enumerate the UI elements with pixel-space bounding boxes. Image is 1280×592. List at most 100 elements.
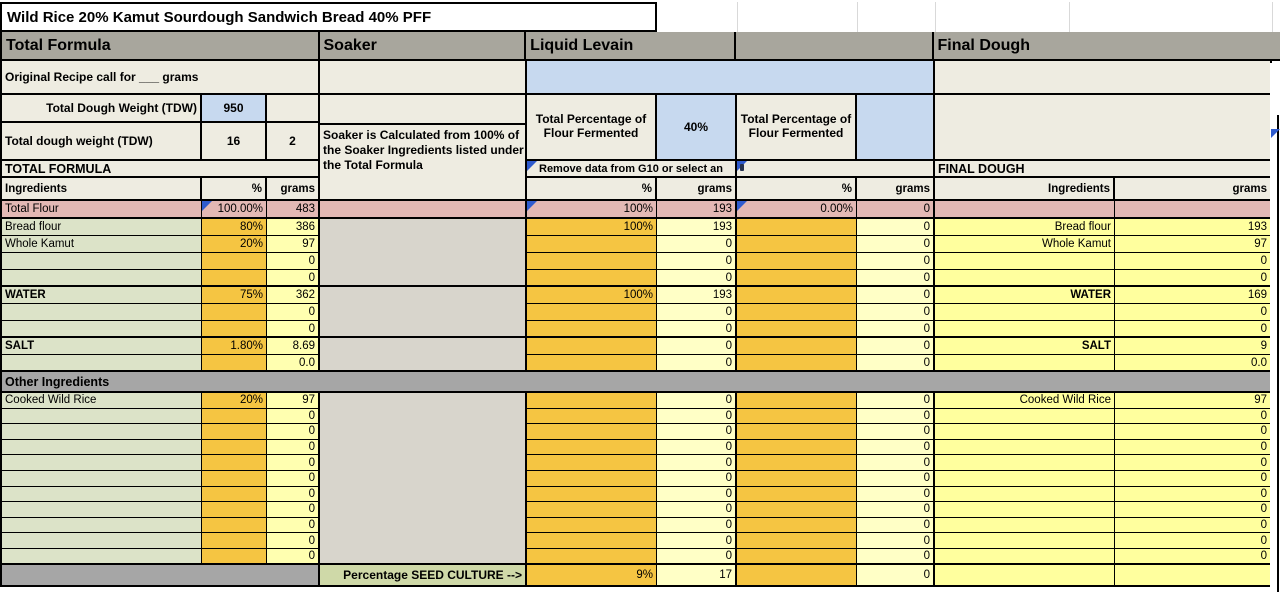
cell-fd-ingredient[interactable]	[935, 253, 1115, 270]
cell-levain2-pct[interactable]	[737, 355, 857, 372]
column-header-grams[interactable]: grams	[657, 178, 737, 201]
levain-blue-band[interactable]	[527, 61, 935, 95]
cell-levain2-pct[interactable]	[737, 439, 857, 456]
cell-levain-grams[interactable]: 0	[657, 455, 737, 471]
cell-fd-grams[interactable]: 0	[1115, 304, 1272, 321]
cell-levain-pct[interactable]	[527, 470, 657, 487]
cell-levain2-grams[interactable]: 0	[857, 517, 935, 534]
cell-fd-ingredient[interactable]	[935, 517, 1115, 534]
levain-note-cell[interactable]: Remove data from G10 or select an	[527, 161, 737, 178]
cell-fd-ingredient[interactable]	[935, 470, 1115, 487]
cell-soaker[interactable]	[320, 502, 527, 518]
cell-fd-ingredient[interactable]	[935, 355, 1115, 372]
cell-soaker[interactable]	[320, 486, 527, 503]
cell-levain2-pct[interactable]	[737, 287, 857, 304]
cell-soaker[interactable]	[320, 304, 527, 321]
final-dough-blank-cell[interactable]	[935, 95, 1272, 161]
cell-levain2-grams[interactable]: 0	[857, 270, 935, 287]
pff-value-cell[interactable]: 40%	[657, 95, 737, 161]
cell-grams[interactable]: 0	[267, 470, 320, 487]
cell-levain2-pct[interactable]	[737, 502, 857, 518]
section-header-liquid-levain[interactable]: Liquid Levain	[526, 32, 736, 61]
cell-ingredient[interactable]: Bread flour	[2, 219, 202, 236]
cell-pct[interactable]: 20%	[202, 393, 267, 409]
pff-label-cell[interactable]: Total Percentage of Flour Fermented	[737, 95, 857, 161]
cell-fd-ingredient[interactable]	[935, 321, 1115, 338]
cell-fd-grams[interactable]: 0	[1115, 424, 1272, 440]
cell-ingredient[interactable]	[2, 408, 202, 425]
cell-pct[interactable]: 100.00%	[202, 201, 267, 219]
soaker-blank-cell[interactable]	[320, 61, 527, 95]
cell-fd-ingredient[interactable]: Bread flour	[935, 219, 1115, 236]
cell-soaker[interactable]	[320, 517, 527, 534]
cell-levain2-grams[interactable]: 0	[857, 470, 935, 487]
cell-levain2-pct[interactable]	[737, 424, 857, 440]
cell-grams[interactable]: 0	[267, 455, 320, 471]
cell-levain-pct[interactable]	[527, 338, 657, 355]
cell-pct[interactable]	[202, 517, 267, 534]
cell-levain-grams[interactable]: 0	[657, 236, 737, 253]
section-header-total-formula[interactable]: Total Formula	[2, 32, 320, 61]
cell-pct[interactable]	[202, 502, 267, 518]
cell-fd-grams[interactable]: 0	[1115, 502, 1272, 518]
cell-fd-grams[interactable]: 0	[1115, 270, 1272, 287]
cell-ingredient[interactable]	[2, 253, 202, 270]
cell-fd-ingredient[interactable]	[935, 424, 1115, 440]
cell-pct[interactable]	[202, 253, 267, 270]
column-header-pct[interactable]: %	[737, 178, 857, 201]
cell-fd-grams[interactable]: 169	[1115, 287, 1272, 304]
cell-levain2-grams[interactable]: 0	[857, 486, 935, 503]
cell-grams[interactable]: 0	[267, 486, 320, 503]
cell-ingredient[interactable]	[2, 486, 202, 503]
cell-ingredient[interactable]: SALT	[2, 338, 202, 355]
column-header-grams[interactable]: grams	[267, 178, 320, 201]
cell-levain-pct[interactable]	[527, 236, 657, 253]
cell-soaker[interactable]	[320, 439, 527, 456]
cell-grams[interactable]: 362	[267, 287, 320, 304]
cell-levain2-grams[interactable]: 0	[857, 408, 935, 425]
column-header-grams[interactable]: grams	[1115, 178, 1272, 201]
cell-fd-grams[interactable]: 0	[1115, 486, 1272, 503]
cell-grams[interactable]: 386	[267, 219, 320, 236]
cell-soaker[interactable]	[320, 393, 527, 409]
cell-levain2-grams[interactable]: 0	[857, 236, 935, 253]
cell-fd-ingredient[interactable]	[935, 502, 1115, 518]
cell-levain-grams[interactable]: 0	[657, 321, 737, 338]
soaker-blank-cell[interactable]	[320, 95, 527, 125]
cell-fd-grams[interactable]: 193	[1115, 219, 1272, 236]
cell-fd-grams[interactable]: 0	[1115, 253, 1272, 270]
cell-levain-grams[interactable]: 0	[657, 408, 737, 425]
cell-levain2-pct[interactable]	[737, 393, 857, 409]
cell-levain2-pct[interactable]	[737, 338, 857, 355]
cell-levain2-grams[interactable]: 0	[857, 439, 935, 456]
cell-levain2-pct[interactable]	[737, 455, 857, 471]
cell-soaker[interactable]	[320, 470, 527, 487]
cell-levain2-grams[interactable]: 0	[857, 393, 935, 409]
cell-levain2-pct[interactable]	[737, 470, 857, 487]
cell-fd-grams[interactable]: 9	[1115, 338, 1272, 355]
cell-levain-grams[interactable]: 0	[657, 517, 737, 534]
cell-levain2-grams[interactable]: 0	[857, 424, 935, 440]
cell-pct[interactable]: 80%	[202, 219, 267, 236]
cell-levain-grams[interactable]: 193	[657, 201, 737, 219]
cell-fd-grams[interactable]	[1115, 201, 1272, 219]
cell-levain-grams[interactable]: 0	[657, 486, 737, 503]
cell-fd-ingredient[interactable]	[935, 408, 1115, 425]
cell-grams[interactable]: 0	[267, 253, 320, 270]
cell-levain2-grams[interactable]: 0	[857, 253, 935, 270]
recipe-title-cell[interactable]: Wild Rice 20% Kamut Sourdough Sandwich B…	[2, 2, 657, 32]
column-header-pct[interactable]: %	[202, 178, 267, 201]
cell-pct[interactable]: 75%	[202, 287, 267, 304]
other-ingredients-header[interactable]: Other Ingredients	[2, 372, 1272, 393]
cell-pct[interactable]	[202, 424, 267, 440]
cell-grams[interactable]: 8.69	[267, 338, 320, 355]
section-header-final-dough[interactable]: Final Dough	[933, 32, 1280, 61]
cell-soaker[interactable]	[320, 338, 527, 355]
cell-soaker[interactable]	[320, 321, 527, 338]
cell-levain-pct[interactable]	[527, 533, 657, 549]
cell-grams[interactable]: 97	[267, 393, 320, 409]
cell-levain2-pct[interactable]	[737, 548, 857, 565]
cell-soaker[interactable]	[320, 270, 527, 287]
cell-levain-grams[interactable]: 0	[657, 424, 737, 440]
cell-ingredient[interactable]	[2, 502, 202, 518]
